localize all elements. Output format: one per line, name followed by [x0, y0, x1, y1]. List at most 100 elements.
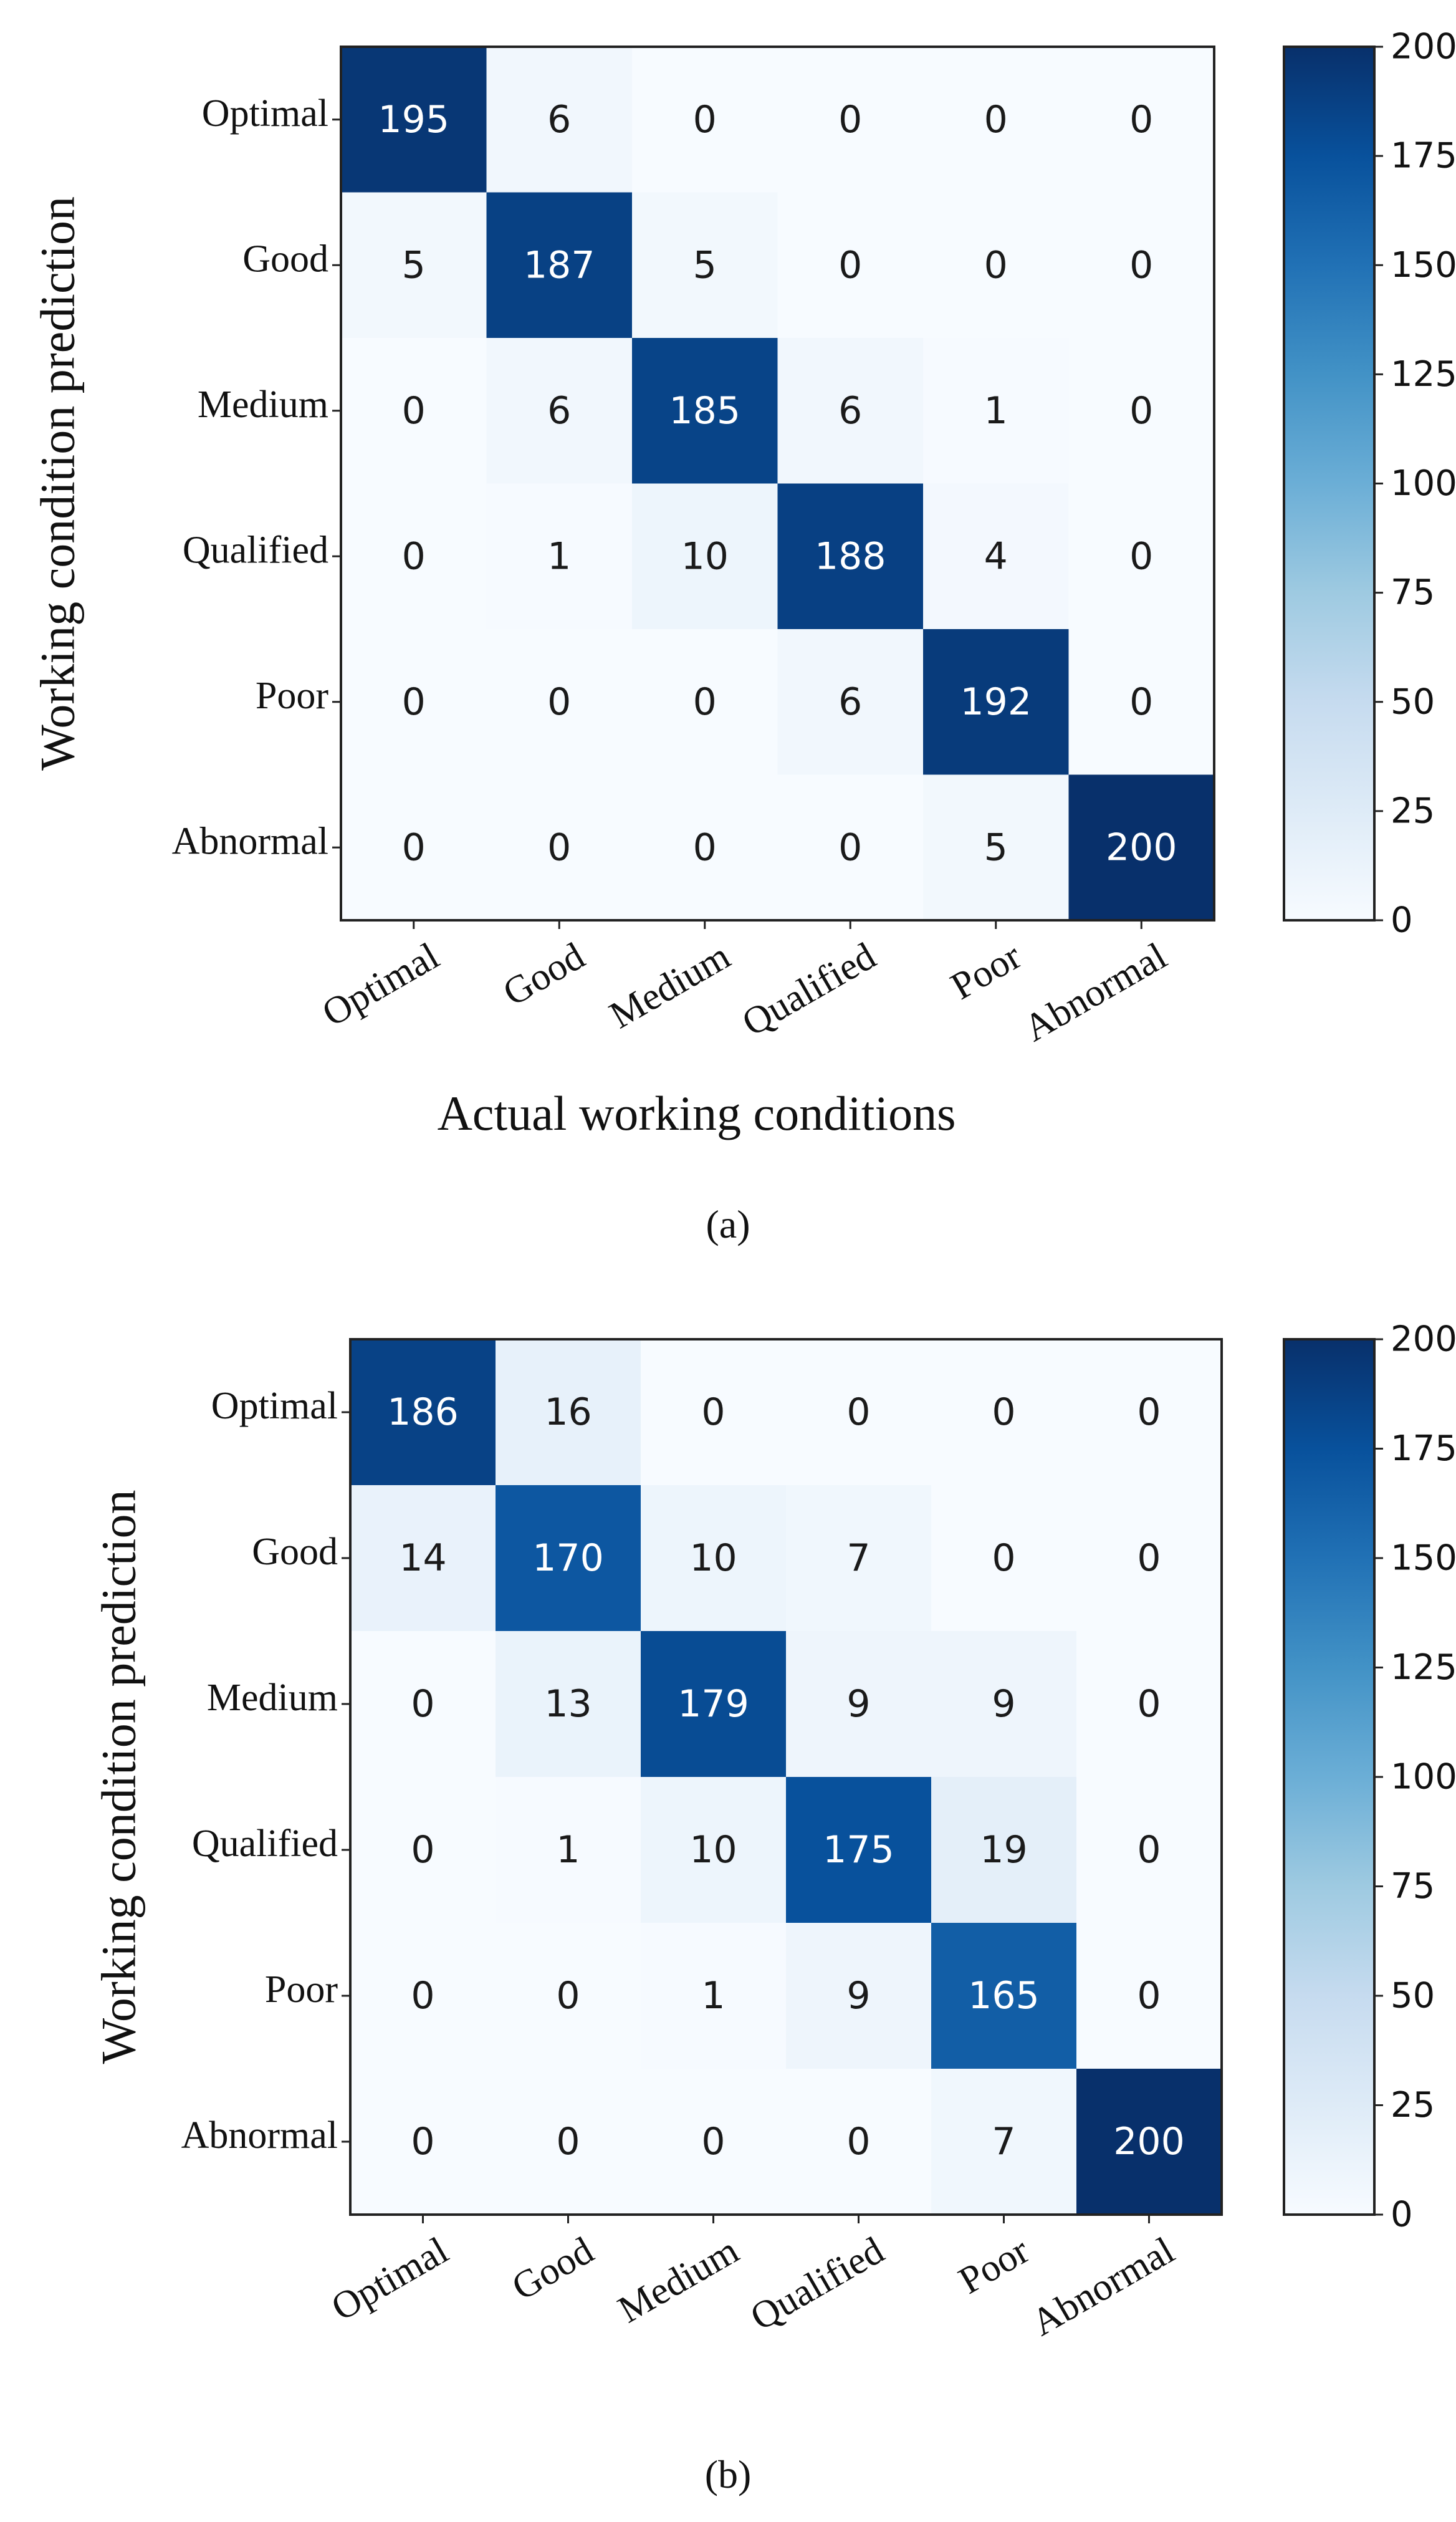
- heatmap-cell: [350, 1923, 496, 2069]
- cell-value-label: 0: [547, 825, 571, 869]
- heatmap-cell: [923, 774, 1069, 921]
- cell-value-label: 0: [984, 98, 1008, 142]
- heatmap-cell: [486, 483, 633, 630]
- y-tick-label: Qualified: [192, 1822, 338, 1865]
- heatmap-cell: [496, 1923, 641, 2069]
- heatmap-cell: [632, 47, 778, 193]
- colorbar-tick-label: 125: [1391, 354, 1456, 395]
- heatmap-cell: [931, 1631, 1077, 1778]
- y-tick-label: Abnormal: [181, 2114, 338, 2157]
- cell-value-label: 0: [1129, 389, 1153, 433]
- cell-value-label: 6: [838, 680, 862, 724]
- heatmap-cell: [341, 629, 487, 775]
- cell-value-label: 0: [411, 1974, 434, 2018]
- matrix-frame: [340, 46, 1215, 922]
- heatmap-cell: [341, 338, 487, 484]
- cell-value-label: 0: [693, 680, 717, 724]
- cell-value-label: 179: [678, 1682, 749, 1726]
- cell-value-label: 0: [402, 825, 426, 869]
- cell-value-label: 0: [838, 243, 862, 287]
- heatmap-cell: [632, 192, 778, 339]
- cell-value-label: 0: [556, 1974, 580, 2018]
- colorbar-tick-label: 125: [1391, 1647, 1456, 1688]
- cell-value-label: 7: [846, 1536, 870, 1580]
- cell-value-label: 0: [402, 534, 426, 578]
- x-tick-label: Medium: [603, 935, 737, 1037]
- heatmap-cell: [496, 1631, 641, 1778]
- cell-value-label: 19: [980, 1828, 1027, 1872]
- y-tick-label: Optimal: [202, 92, 328, 135]
- heatmap-cell: [350, 1485, 496, 1632]
- cell-value-label: 0: [693, 98, 717, 142]
- y-tick-label: Optimal: [211, 1385, 338, 1427]
- heatmap-cell: [931, 1777, 1077, 1923]
- cell-value-label: 0: [1137, 1536, 1161, 1580]
- cell-value-label: 0: [701, 1390, 725, 1434]
- heatmap-cell: [1068, 338, 1215, 484]
- x-tick-label: Poor: [944, 935, 1028, 1008]
- cell-value-label: 0: [1129, 534, 1153, 578]
- cell-value-label: 170: [532, 1536, 604, 1580]
- heatmap-cell: [496, 1339, 641, 1486]
- cell-value-label: 0: [1137, 1390, 1161, 1434]
- cell-value-label: 0: [838, 825, 862, 869]
- cell-value-label: 187: [524, 243, 595, 287]
- cell-value-label: 1: [701, 1974, 725, 2018]
- cell-value-label: 0: [1137, 1682, 1161, 1726]
- heatmap-cell: [923, 483, 1069, 630]
- colorbar-tick-label: 100: [1391, 463, 1456, 504]
- cell-value-label: 192: [960, 680, 1032, 724]
- cell-value-label: 0: [1129, 98, 1153, 142]
- heatmap-cell: [341, 47, 487, 193]
- x-axis-title: Actual working conditions: [438, 1086, 956, 1140]
- cell-value-label: 0: [1137, 1828, 1161, 1872]
- heatmap-cell: [931, 1485, 1077, 1632]
- colorbar-tick-label: 0: [1391, 900, 1413, 941]
- heatmap-cell: [1068, 774, 1215, 921]
- cell-value-label: 0: [411, 1682, 434, 1726]
- x-tick-label: Optimal: [325, 2229, 456, 2329]
- colorbar-tick-label: 200: [1391, 1319, 1456, 1360]
- x-tick-label: Good: [496, 935, 592, 1014]
- cell-value-label: 0: [1129, 680, 1153, 724]
- cell-value-label: 1: [556, 1828, 580, 1872]
- cell-value-label: 6: [547, 389, 571, 433]
- y-axis-title: Working condition prediction: [92, 1490, 146, 2064]
- confusion-matrix-panel-a: 195 6 0 0 0 05 187 5 0 0 00 6 185 6 1 00 1 10 188 4 00 0 0 6 192…: [31, 27, 1456, 1247]
- cell-value-label: 10: [689, 1828, 737, 1872]
- heatmap-cell: [931, 2069, 1077, 2215]
- heatmap-cell: [496, 1777, 641, 1923]
- colorbar-tick-label: 150: [1391, 245, 1456, 286]
- cell-value-label: 1: [984, 389, 1008, 433]
- heatmap-cell: [786, 2069, 932, 2215]
- y-tick-label: Medium: [207, 1677, 338, 1719]
- heatmap-cell: [632, 483, 778, 630]
- heatmap-cell: [923, 338, 1069, 484]
- heatmap-cell: [350, 2069, 496, 2215]
- heatmap-cell: [1076, 1631, 1222, 1778]
- heatmap-cell: [486, 192, 633, 339]
- cell-value-label: 185: [669, 389, 740, 433]
- x-tick-label: Optimal: [315, 935, 446, 1034]
- cell-value-label: 9: [846, 1974, 870, 2018]
- heatmap-cell: [786, 1777, 932, 1923]
- x-tick-label: Poor: [952, 2229, 1037, 2303]
- cell-value-label: 0: [402, 680, 426, 724]
- colorbar-tick-label: 150: [1391, 1538, 1456, 1579]
- colorbar-tick-label: 25: [1391, 2085, 1435, 2125]
- y-tick-label: Good: [252, 1531, 338, 1573]
- colorbar-tick-label: 50: [1391, 681, 1435, 722]
- heatmap-cell: [641, 1777, 787, 1923]
- colorbar: [1283, 46, 1376, 922]
- heatmap-cell: [777, 774, 924, 921]
- cell-value-label: 0: [992, 1536, 1015, 1580]
- heatmap-cell: [641, 2069, 787, 2215]
- heatmap-cell: [931, 1923, 1077, 2069]
- cell-value-label: 16: [544, 1390, 592, 1434]
- cell-value-label: 195: [378, 98, 449, 142]
- cell-value-label: 200: [1113, 2120, 1185, 2163]
- cell-value-label: 186: [387, 1390, 459, 1434]
- matrix-frame: [349, 1338, 1223, 2216]
- heatmap-cell: [1068, 629, 1215, 775]
